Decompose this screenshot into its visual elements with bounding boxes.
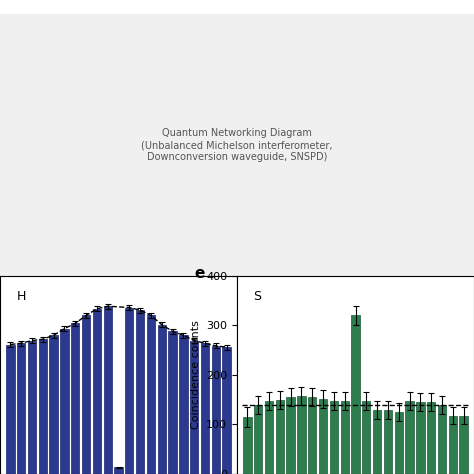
Y-axis label: Coincidence counts: Coincidence counts <box>191 320 201 429</box>
Bar <box>416 402 425 474</box>
Bar <box>103 306 112 474</box>
Bar <box>6 345 15 474</box>
Bar <box>459 416 468 474</box>
Bar <box>254 405 263 474</box>
Bar <box>394 412 403 474</box>
Bar <box>286 397 295 474</box>
Bar <box>427 402 435 474</box>
Bar <box>222 347 231 474</box>
Bar <box>28 340 36 474</box>
Bar <box>276 400 284 474</box>
Text: S: S <box>254 290 262 303</box>
Bar <box>190 340 198 474</box>
Bar <box>362 401 371 474</box>
Bar <box>201 343 209 474</box>
Bar <box>405 401 414 474</box>
Bar <box>93 309 101 474</box>
Bar <box>147 316 155 474</box>
Bar <box>373 410 381 474</box>
Bar <box>125 308 134 474</box>
Bar <box>157 325 166 474</box>
Bar <box>384 410 392 474</box>
Bar <box>211 346 220 474</box>
Bar <box>114 467 123 474</box>
Bar <box>265 401 273 474</box>
Bar <box>168 331 177 474</box>
Bar <box>49 335 58 474</box>
Bar <box>340 401 349 474</box>
Text: Quantum Networking Diagram
(Unbalanced Michelson interferometer,
Downconversion : Quantum Networking Diagram (Unbalanced M… <box>141 128 333 162</box>
Bar <box>297 396 306 474</box>
Text: e: e <box>194 266 205 281</box>
Bar <box>243 417 252 474</box>
Bar <box>308 397 317 474</box>
Bar <box>136 310 144 474</box>
Bar <box>60 328 69 474</box>
Bar <box>71 323 80 474</box>
Bar <box>319 399 327 474</box>
Bar <box>438 405 446 474</box>
Bar <box>39 339 47 474</box>
Bar <box>448 416 457 474</box>
Bar <box>179 335 188 474</box>
Bar <box>17 343 26 474</box>
Bar <box>82 316 90 474</box>
Text: H: H <box>17 290 26 303</box>
Bar <box>351 316 360 474</box>
Bar <box>330 401 338 474</box>
